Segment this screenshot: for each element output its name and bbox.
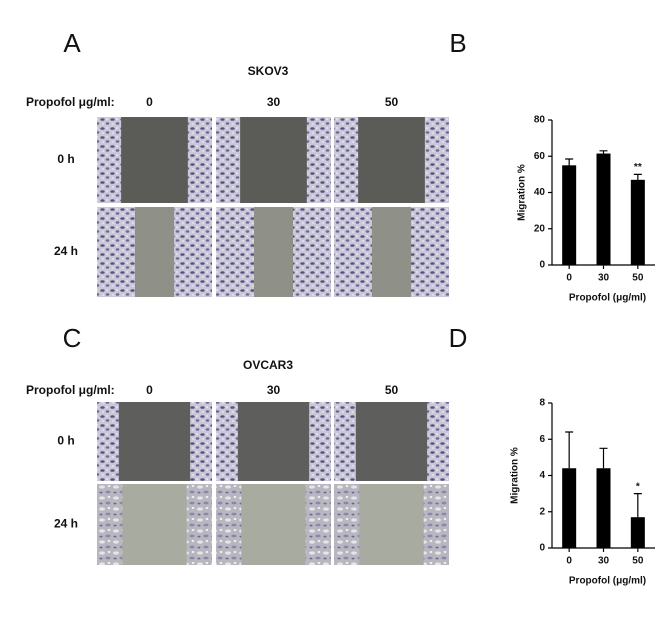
y-tick-label: 6 [539, 434, 545, 445]
y-tick-label: 40 [534, 187, 546, 198]
panel-label: C [63, 323, 82, 353]
error-bar [599, 150, 608, 154]
bar [596, 153, 611, 265]
y-tick-label: 8 [539, 398, 545, 409]
panel-label: D [449, 323, 468, 353]
bar [562, 468, 577, 548]
column-label: 0 [146, 95, 153, 109]
y-tick-label: 4 [539, 470, 545, 481]
y-axis-label: Migration % [517, 164, 528, 221]
bar [596, 468, 611, 548]
y-tick-label: 2 [539, 506, 545, 517]
wound-gap [241, 484, 306, 565]
y-tick-label: 60 [534, 151, 546, 162]
wound-gap [237, 402, 310, 481]
y-tick-label: 80 [534, 115, 546, 126]
row-label: 24 h [54, 244, 78, 258]
wound-gap [253, 207, 294, 297]
x-axis-label: Propofol (μg/ml) [569, 576, 646, 587]
row-header: Propofol μg/ml: [26, 383, 115, 397]
row-label: 0 h [57, 434, 74, 448]
x-axis-label: Propofol (μg/ml) [569, 293, 646, 304]
wound-gap [121, 117, 188, 203]
panel-label: B [449, 28, 466, 58]
row-label: 24 h [54, 517, 78, 531]
wound-gap [118, 402, 191, 481]
significance: ** [634, 162, 642, 173]
error-bar [599, 447, 608, 469]
bar [562, 165, 577, 265]
y-tick-label: 20 [534, 223, 546, 234]
wound-gap [359, 484, 424, 565]
column-label: 0 [146, 383, 153, 397]
wound-gap [358, 117, 425, 203]
wound-gap [240, 117, 307, 203]
error-bar [633, 493, 642, 518]
wound-gap [134, 207, 175, 297]
error-bar [633, 173, 642, 180]
x-tick-label: 30 [598, 273, 610, 284]
panel-title: OVCAR3 [243, 358, 293, 372]
wound-gap [355, 402, 428, 481]
bar [630, 179, 645, 265]
x-tick-label: 0 [566, 273, 572, 284]
x-tick-label: 50 [632, 556, 644, 567]
y-tick-label: 0 [539, 543, 545, 554]
row-header: Propofol μg/ml: [26, 95, 115, 109]
panel-label: A [63, 28, 81, 58]
x-tick-label: 30 [598, 556, 610, 567]
error-bar [565, 158, 574, 166]
column-label: 30 [267, 383, 281, 397]
wound-gap [371, 207, 412, 297]
y-axis-label: Migration % [510, 447, 521, 504]
panel-title: SKOV3 [248, 64, 289, 78]
row-label: 0 h [57, 152, 74, 166]
x-tick-label: 50 [632, 273, 644, 284]
column-label: 30 [267, 95, 281, 109]
wound-gap [122, 484, 187, 565]
column-label: 50 [385, 383, 399, 397]
significance: * [636, 481, 640, 492]
error-bar [565, 431, 574, 469]
column-label: 50 [385, 95, 399, 109]
bar [630, 517, 645, 548]
x-tick-label: 0 [566, 556, 572, 567]
y-tick-label: 0 [539, 260, 545, 271]
